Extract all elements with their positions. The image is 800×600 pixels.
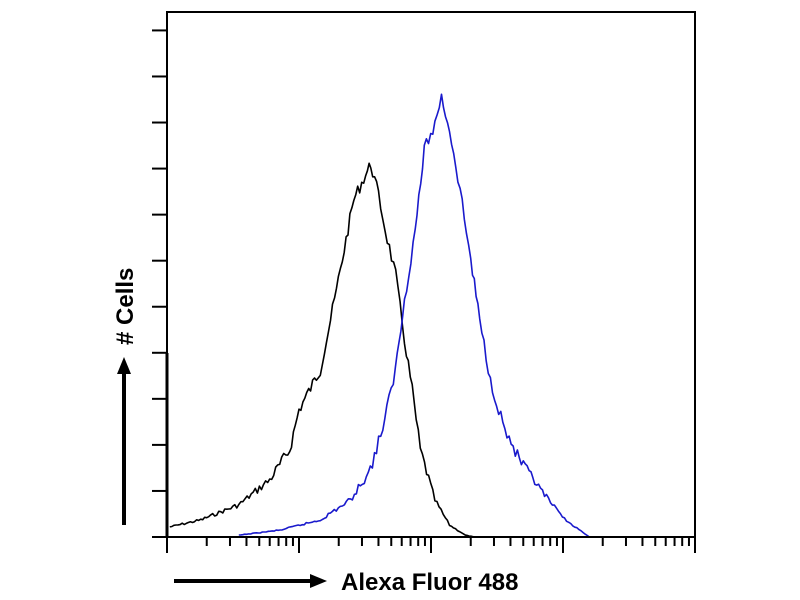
x-arrow-head-icon — [310, 574, 327, 588]
y-ticks — [152, 29, 167, 538]
plot-frame — [166, 11, 696, 538]
x-ticks — [166, 537, 696, 553]
series-layer — [169, 93, 590, 538]
series-line-0 — [169, 162, 475, 538]
series-line-1 — [238, 93, 590, 538]
y-arrow-head-icon — [117, 357, 131, 374]
y-axis-label: # Cells — [112, 268, 139, 345]
x-axis-label: Alexa Fluor 488 — [341, 569, 518, 596]
